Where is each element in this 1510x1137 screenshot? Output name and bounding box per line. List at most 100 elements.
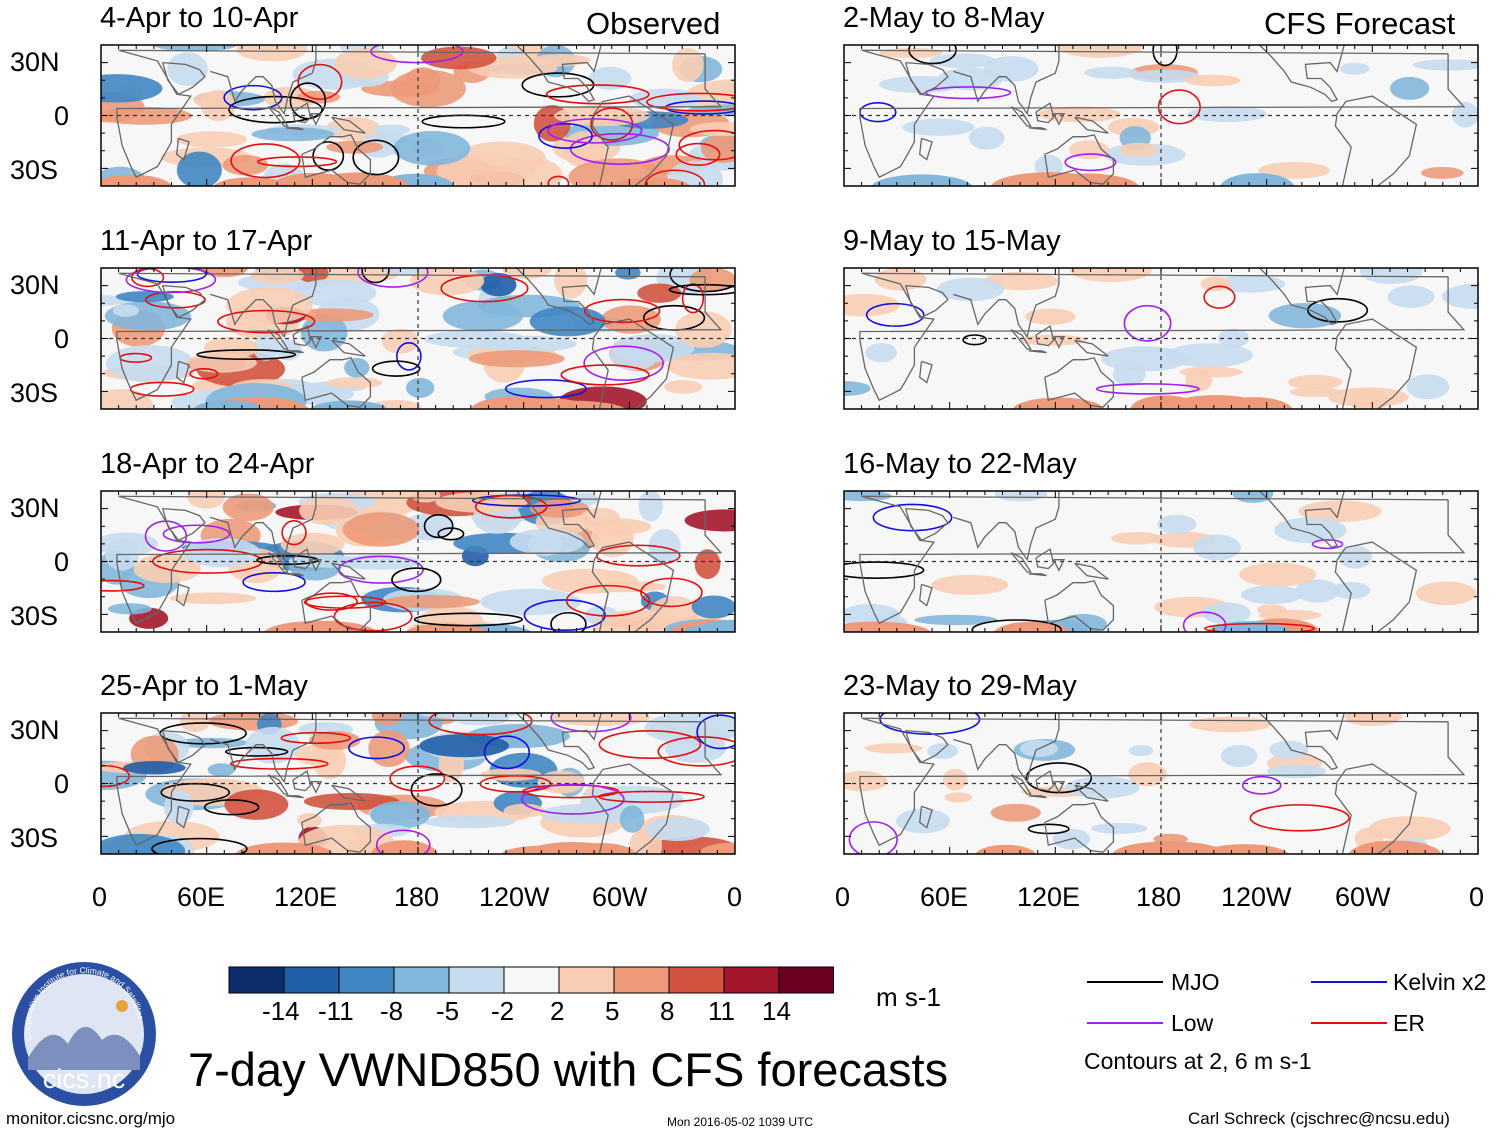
wind-anomaly-blob	[1200, 844, 1289, 854]
wind-anomaly-blob	[371, 713, 403, 726]
wind-anomaly-blob	[207, 713, 299, 731]
wind-anomaly-blob	[1193, 534, 1241, 561]
map-panel	[100, 712, 736, 855]
panel-title-obs-2: 11-Apr to 17-Apr	[100, 225, 313, 257]
coastline	[1259, 713, 1345, 771]
wind-anomaly-blob	[1111, 841, 1228, 854]
wind-anomaly-blob	[537, 770, 585, 794]
contour-line	[646, 92, 735, 112]
lat-label-eq: 0	[54, 324, 70, 354]
coastline	[1053, 113, 1066, 126]
wind-anomaly-blob	[1295, 579, 1340, 603]
lon-label-0: 0	[835, 882, 851, 912]
wind-anomaly-blob	[235, 842, 335, 854]
legend-lines	[1087, 981, 1387, 1024]
wind-anomaly-blob	[968, 126, 1005, 150]
wind-anomaly-blob	[251, 127, 335, 142]
wind-anomaly-blob	[983, 271, 1059, 291]
wind-anomaly-blob	[1130, 69, 1201, 83]
wind-anomaly-blob	[479, 335, 577, 353]
lon-label-0: 0	[727, 882, 743, 912]
contour-line	[413, 612, 524, 627]
contour-line	[1241, 775, 1282, 795]
contour-line	[865, 302, 925, 327]
wind-anomaly-blob	[1258, 162, 1331, 179]
coastline	[1074, 784, 1109, 802]
contour-line	[521, 783, 625, 815]
coastline	[161, 507, 206, 542]
wind-anomaly-blob	[245, 726, 300, 764]
coastline	[1035, 325, 1055, 347]
coastline	[904, 61, 949, 96]
wind-anomaly-blob	[689, 121, 735, 136]
legend-mjo-label: MJO	[1171, 969, 1220, 995]
wind-anomaly-blob	[344, 357, 370, 378]
colorbar-swatch	[338, 966, 395, 994]
wind-anomaly-blob	[167, 52, 208, 86]
wind-anomaly-blob	[263, 620, 378, 632]
coastline	[953, 268, 1060, 339]
contour-line	[280, 731, 352, 745]
wind-anomaly-blob	[370, 801, 431, 829]
coastline	[516, 268, 602, 326]
coastline	[310, 336, 323, 349]
contour-line	[474, 494, 548, 519]
contour-line	[125, 268, 217, 294]
wind-anomaly-blob	[844, 381, 871, 396]
wind-anomaly-blob	[672, 47, 704, 83]
wind-anomaly-blob	[871, 174, 973, 186]
wind-anomaly-blob	[1451, 101, 1478, 128]
wind-anomaly-blob	[312, 741, 347, 780]
colorbar-swatch	[448, 966, 505, 994]
coastline	[301, 580, 372, 631]
wind-anomaly-blob	[929, 53, 997, 69]
wind-anomaly-blob	[1188, 106, 1268, 123]
wind-anomaly-blob	[580, 785, 684, 815]
contour-line	[352, 139, 400, 176]
wind-anomaly-blob	[511, 400, 626, 409]
wind-anomaly-blob	[236, 45, 308, 62]
lon-label-120w: 120W	[479, 882, 550, 912]
wind-anomaly-blob	[154, 45, 237, 52]
wind-anomaly-blob	[250, 268, 304, 284]
contour-line	[281, 520, 307, 546]
wind-anomaly-blob	[501, 845, 586, 854]
contour-line	[1095, 383, 1200, 395]
coastline	[1010, 552, 1032, 573]
wind-anomaly-blob	[844, 293, 900, 317]
contour-line	[312, 141, 345, 171]
coastline	[1334, 763, 1418, 854]
panel-title-obs-1: 4-Apr to 10-Apr	[100, 2, 299, 34]
map-panel	[843, 44, 1479, 187]
lat-label-30s: 30S	[10, 155, 59, 185]
footer-url[interactable]: monitor.cicsnc.org/mjo	[6, 1109, 176, 1128]
colorbar-label: 5	[605, 996, 620, 1026]
footer-author[interactable]: Carl Schreck (cjschrec@ncsu.edu)	[1188, 1109, 1450, 1128]
contour-line	[550, 611, 587, 632]
coastline	[953, 713, 1060, 784]
colorbar-swatch	[228, 966, 285, 994]
coastline	[516, 45, 602, 103]
forecast-column-title: CFS Forecast	[1264, 6, 1456, 41]
coastline	[953, 491, 1060, 562]
wind-anomaly-blob	[619, 805, 645, 833]
wind-anomaly-blob	[1012, 397, 1105, 409]
lat-label-30s: 30S	[10, 601, 59, 631]
wind-anomaly-blob	[1220, 744, 1258, 768]
coastline	[1035, 548, 1055, 570]
contour-line	[848, 821, 898, 854]
wind-anomaly-blob	[294, 278, 377, 307]
contour-line	[101, 579, 145, 592]
contour-line	[565, 584, 651, 617]
contour-line	[437, 527, 465, 541]
contour-line	[1123, 304, 1172, 342]
wind-anomaly-blob	[1387, 285, 1435, 308]
contour-line	[681, 283, 705, 314]
wind-anomaly-blob	[186, 352, 257, 373]
coastline	[285, 795, 304, 799]
wind-anomaly-blob	[694, 549, 721, 580]
panel-title-fcst-2: 9-May to 15-May	[843, 225, 1061, 257]
colorbar-swatch	[723, 966, 780, 994]
coastline	[1044, 357, 1115, 408]
wind-anomaly-blob	[176, 131, 247, 148]
